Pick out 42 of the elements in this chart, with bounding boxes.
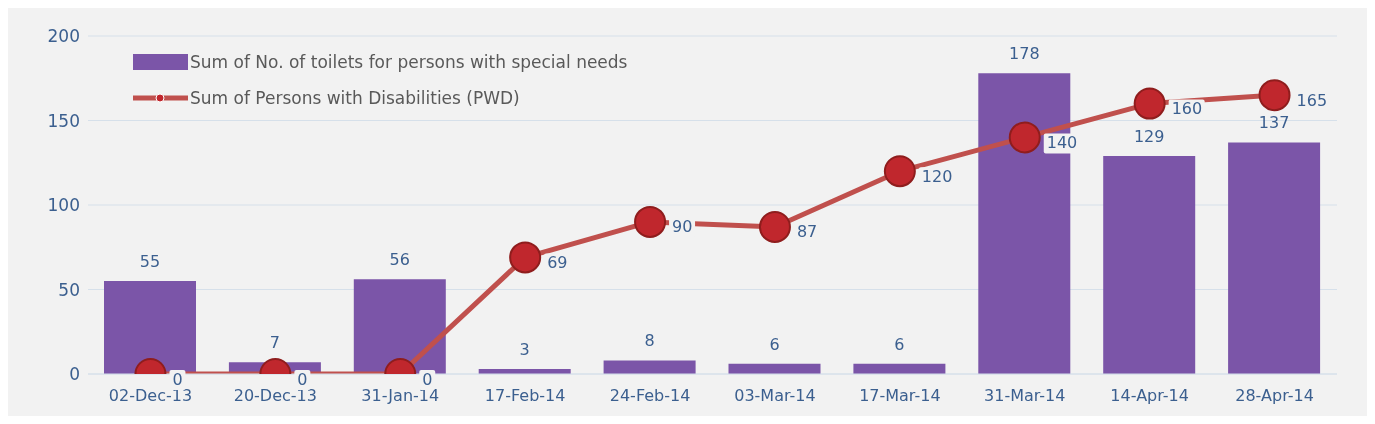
- data-label: 165: [1296, 90, 1328, 110]
- x-tick-label: 14-Apr-14: [1110, 386, 1189, 406]
- x-tick-label: 17-Mar-14: [859, 386, 941, 406]
- data-label: 6: [894, 334, 905, 354]
- bar: [104, 281, 196, 374]
- data-label: 0: [172, 369, 183, 389]
- x-tick-label: 20-Dec-13: [233, 386, 317, 406]
- data-label: 8: [644, 331, 655, 351]
- data-label: 178: [1009, 44, 1040, 64]
- data-label: 7: [269, 333, 280, 353]
- data-label: 55: [139, 252, 161, 272]
- legend-label: Sum of No. of toilets for persons with special needs: [190, 52, 628, 72]
- bar: [603, 360, 696, 374]
- bar: [1103, 155, 1196, 374]
- x-tick-label: 31-Mar-14: [984, 386, 1066, 406]
- data-label: 90: [672, 217, 693, 237]
- x-tick-label: 24-Feb-14: [609, 386, 691, 406]
- data-label: 137: [1258, 113, 1290, 133]
- y-tick-label: 100: [47, 195, 80, 216]
- data-label: 160: [1171, 99, 1203, 119]
- y-tick-label: 50: [58, 279, 80, 300]
- data-label: 120: [921, 166, 953, 186]
- legend-label: Sum of Persons with Disabilities (PWD): [190, 88, 520, 108]
- data-label: 0: [422, 369, 433, 389]
- y-tick-label: 0: [69, 364, 80, 385]
- x-tick-label: 28-Apr-14: [1235, 386, 1314, 406]
- x-tick-label: 02-Dec-13: [108, 386, 193, 406]
- x-tick-label: 31-Jan-14: [361, 386, 440, 406]
- data-label: 3: [519, 339, 530, 359]
- data-label: 129: [1133, 126, 1165, 146]
- bar: [1228, 142, 1321, 374]
- data-label: 0: [297, 369, 308, 389]
- data-label: 140: [1046, 132, 1078, 152]
- data-label: 56: [389, 250, 410, 270]
- data-label: 69: [547, 252, 568, 272]
- x-tick-label: 17-Feb-14: [484, 386, 566, 406]
- y-tick-label: 200: [47, 26, 80, 47]
- data-label: 87: [796, 222, 818, 242]
- data-label: 6: [769, 334, 780, 354]
- bar: [353, 279, 446, 374]
- y-tick-label: 150: [47, 110, 80, 131]
- x-tick-label: 03-Mar-14: [734, 386, 816, 406]
